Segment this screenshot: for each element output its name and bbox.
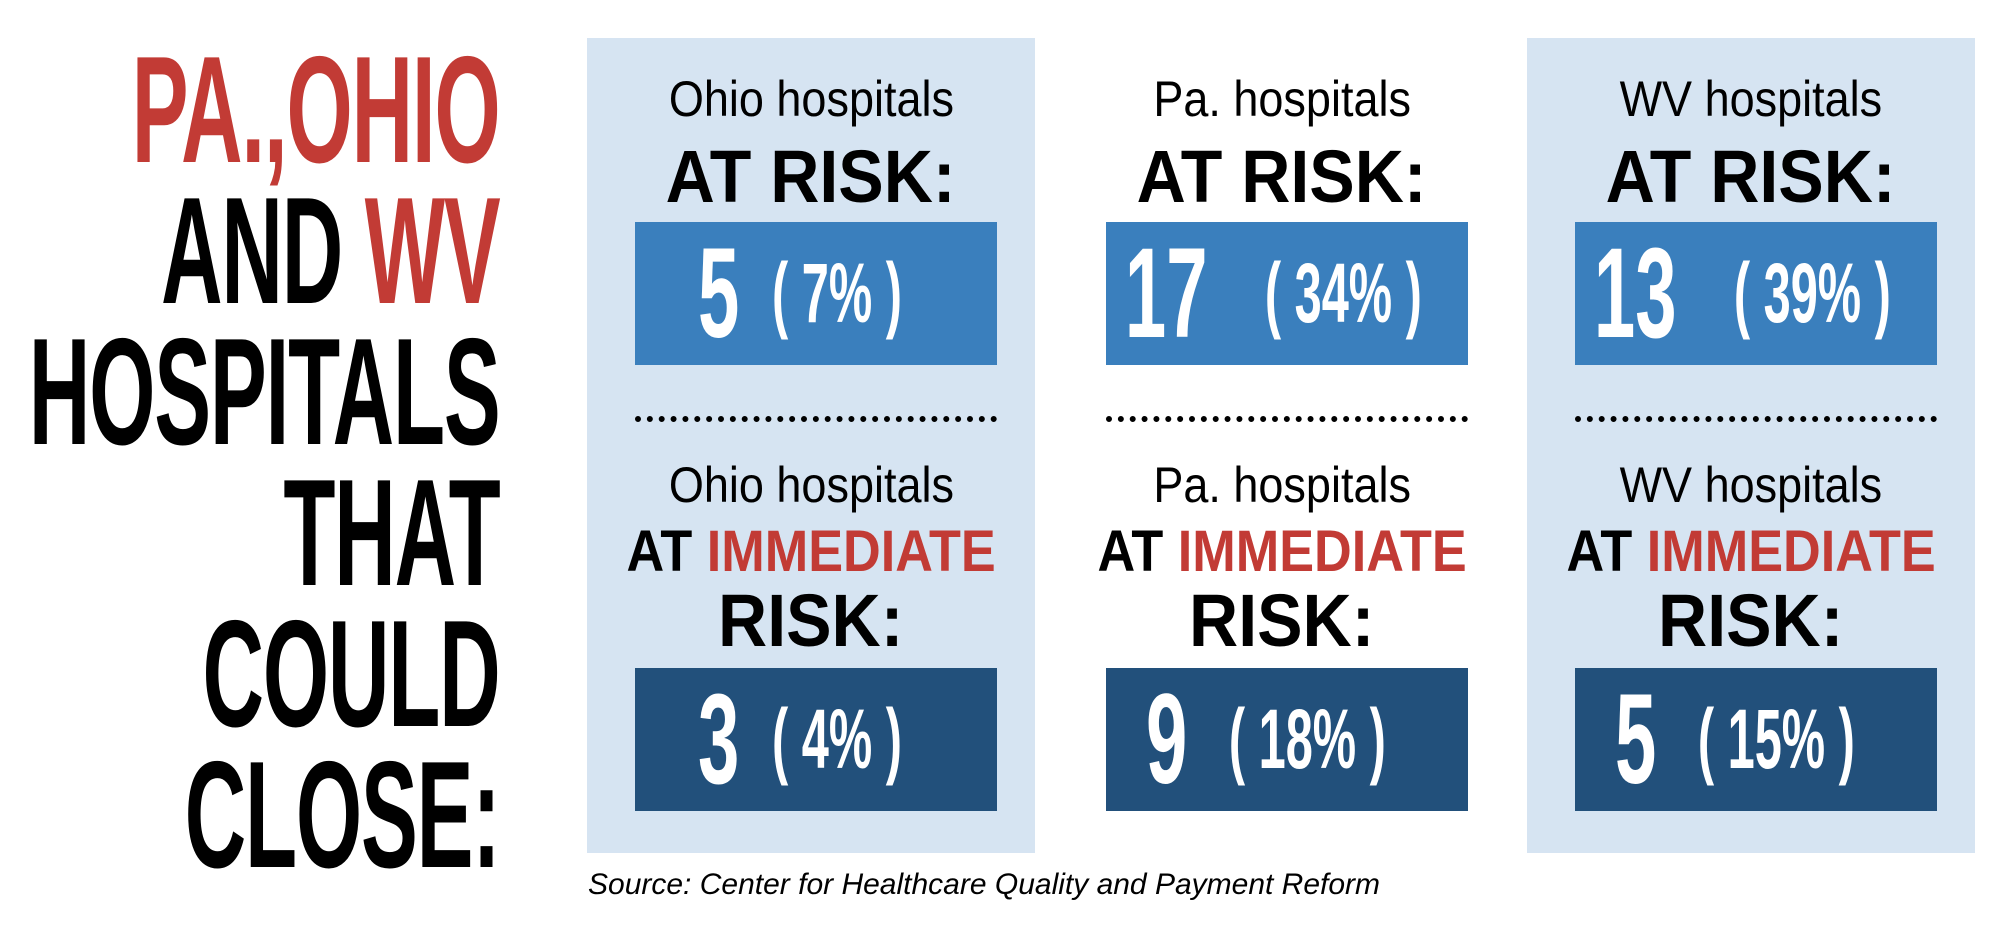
panel-title: WV hospitals xyxy=(1619,71,1883,127)
panel-title: Pa. hospitals xyxy=(1153,71,1411,127)
headline-line: COULD xyxy=(202,589,501,759)
headline-line: AND WV xyxy=(29,175,502,327)
at-risk-box: 17 ( 34% ) xyxy=(1106,222,1468,365)
immediate-risk-box: 5 ( 15% ) xyxy=(1575,668,1937,811)
immediate-word: IMMEDIATE xyxy=(706,519,996,584)
at-risk-label: AT RISK: xyxy=(1137,135,1427,218)
at-risk-label: AT RISK: xyxy=(1606,135,1896,218)
immediate-count: 3 xyxy=(698,668,740,811)
immediate-count: 9 xyxy=(1145,668,1188,811)
immediate-risk-box: 3 ( 4% ) xyxy=(635,668,997,811)
immediate-word: IMMEDIATE xyxy=(1177,519,1467,584)
immediate-label: AT IMMEDIATE xyxy=(626,519,996,584)
immediate-label: AT IMMEDIATE xyxy=(1566,519,1936,584)
immediate-word: IMMEDIATE xyxy=(1646,519,1936,584)
at-risk-count: 5 xyxy=(698,222,740,365)
immediate-percent: ( 4% ) xyxy=(771,692,902,786)
headline-line: PA.,OHIO xyxy=(132,25,501,195)
immediate-count: 5 xyxy=(1614,668,1657,811)
panel-pa: Pa. hospitals AT RISK: 17 ( 34% ) Pa. ho… xyxy=(1058,38,1506,853)
panel-title: Ohio hospitals xyxy=(668,71,954,127)
headline-and: AND xyxy=(161,166,366,336)
immediate-risk-box: 9 ( 18% ) xyxy=(1106,668,1468,811)
immediate-percent: ( 15% ) xyxy=(1698,692,1856,786)
immediate-label: AT IMMEDIATE xyxy=(1097,519,1467,584)
headline-wv: WV xyxy=(365,166,501,336)
at-risk-box: 5 ( 7% ) xyxy=(635,222,997,365)
immediate-percent: ( 18% ) xyxy=(1229,692,1387,786)
at-risk-count: 17 xyxy=(1125,222,1208,365)
dotted-divider xyxy=(635,416,997,422)
panel-ohio: Ohio hospitals AT RISK: 5 ( 7% ) Ohio ho… xyxy=(587,38,1035,853)
at-risk-box: 13 ( 39% ) xyxy=(1575,222,1937,365)
immediate-risk-label: RISK: xyxy=(1189,579,1375,662)
immediate-risk-label: RISK: xyxy=(718,579,904,662)
at-risk-percent: ( 34% ) xyxy=(1264,246,1422,340)
dotted-divider xyxy=(1106,416,1468,422)
dotted-divider xyxy=(1575,416,1937,422)
headline-line: CLOSE: xyxy=(185,730,501,900)
panel-title: Ohio hospitals xyxy=(668,457,954,513)
panel-wv: WV hospitals AT RISK: 13 ( 39% ) WV hosp… xyxy=(1527,38,1975,853)
immediate-risk-label: RISK: xyxy=(1658,579,1844,662)
headline: PA.,OHIO AND WV HOSPITALS THAT COULD CLO… xyxy=(0,25,502,900)
at-risk-count: 13 xyxy=(1594,222,1677,365)
source-note: Source: Center for Healthcare Quality an… xyxy=(588,868,1381,901)
at-risk-label: AT RISK: xyxy=(666,135,956,218)
at-risk-percent: ( 39% ) xyxy=(1733,246,1891,340)
at-risk-percent: ( 7% ) xyxy=(771,246,902,340)
panel-title: Pa. hospitals xyxy=(1153,457,1411,513)
headline-line: THAT xyxy=(283,448,501,618)
panel-title: WV hospitals xyxy=(1619,457,1883,513)
headline-line: HOSPITALS xyxy=(29,307,501,477)
